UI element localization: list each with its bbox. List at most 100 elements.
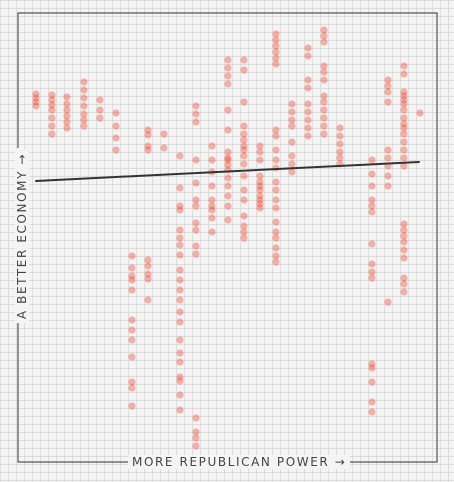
data-point bbox=[368, 182, 376, 190]
data-point bbox=[240, 160, 248, 168]
data-point bbox=[176, 202, 184, 210]
data-point bbox=[128, 378, 136, 386]
y-axis-label: A BETTER ECONOMY → bbox=[15, 148, 29, 324]
data-point bbox=[256, 142, 264, 150]
data-point bbox=[400, 124, 408, 132]
data-point bbox=[176, 184, 184, 192]
data-point bbox=[176, 373, 184, 381]
data-point bbox=[288, 168, 296, 176]
data-points bbox=[32, 26, 424, 450]
data-point bbox=[304, 44, 312, 52]
data-point bbox=[224, 154, 232, 162]
data-point bbox=[208, 142, 216, 150]
data-point bbox=[240, 146, 248, 154]
data-point bbox=[48, 91, 56, 99]
data-point bbox=[400, 238, 408, 246]
data-point bbox=[400, 274, 408, 282]
data-point bbox=[400, 130, 408, 138]
data-point bbox=[400, 288, 408, 296]
data-point bbox=[256, 200, 264, 208]
data-point bbox=[320, 92, 328, 100]
data-point bbox=[192, 226, 200, 234]
data-point bbox=[272, 228, 280, 236]
data-point bbox=[96, 114, 104, 122]
data-point bbox=[400, 88, 408, 96]
data-point bbox=[112, 122, 120, 130]
data-point bbox=[192, 196, 200, 204]
data-point bbox=[80, 102, 88, 110]
data-point bbox=[320, 68, 328, 76]
data-point bbox=[224, 80, 232, 88]
data-point bbox=[272, 126, 280, 134]
data-point bbox=[80, 116, 88, 124]
data-point bbox=[192, 442, 200, 450]
data-point bbox=[192, 434, 200, 442]
data-point bbox=[192, 156, 200, 164]
data-point bbox=[224, 202, 232, 210]
data-point bbox=[368, 202, 376, 210]
data-point bbox=[320, 114, 328, 122]
data-point bbox=[176, 358, 184, 366]
data-point bbox=[240, 66, 248, 74]
data-point bbox=[144, 146, 152, 154]
data-point bbox=[256, 204, 264, 212]
data-point bbox=[256, 182, 264, 190]
data-point bbox=[288, 122, 296, 130]
data-point bbox=[400, 62, 408, 70]
data-point bbox=[128, 384, 136, 392]
data-point bbox=[240, 196, 248, 204]
data-point bbox=[400, 92, 408, 100]
data-point bbox=[32, 90, 40, 98]
data-point bbox=[208, 156, 216, 164]
data-point bbox=[384, 298, 392, 306]
chart-frame bbox=[17, 12, 438, 463]
data-point bbox=[224, 216, 232, 224]
data-point bbox=[272, 30, 280, 38]
data-point bbox=[240, 56, 248, 64]
data-point bbox=[176, 406, 184, 414]
data-point bbox=[32, 94, 40, 102]
data-point bbox=[48, 130, 56, 138]
data-point bbox=[144, 275, 152, 283]
data-point bbox=[304, 100, 312, 108]
data-point bbox=[63, 112, 71, 120]
data-point bbox=[208, 214, 216, 222]
data-point bbox=[256, 186, 264, 194]
data-point bbox=[192, 428, 200, 436]
data-point bbox=[256, 196, 264, 204]
data-point bbox=[400, 220, 408, 228]
data-point bbox=[256, 192, 264, 200]
data-point bbox=[176, 296, 184, 304]
data-point bbox=[144, 296, 152, 304]
data-point bbox=[80, 94, 88, 102]
data-point bbox=[80, 78, 88, 86]
data-point bbox=[112, 146, 120, 154]
data-point bbox=[240, 234, 248, 242]
data-point bbox=[272, 146, 280, 154]
data-point bbox=[112, 134, 120, 142]
data-point bbox=[176, 349, 184, 357]
data-point bbox=[240, 98, 248, 106]
data-point bbox=[144, 262, 152, 270]
data-point bbox=[224, 148, 232, 156]
data-point bbox=[288, 152, 296, 160]
data-point bbox=[144, 142, 152, 150]
data-point bbox=[224, 64, 232, 72]
data-point bbox=[368, 268, 376, 276]
data-point bbox=[272, 244, 280, 252]
data-point bbox=[384, 88, 392, 96]
data-point bbox=[208, 206, 216, 214]
data-point bbox=[320, 32, 328, 40]
data-point bbox=[192, 118, 200, 126]
data-point bbox=[400, 96, 408, 104]
data-point bbox=[208, 196, 216, 204]
data-point bbox=[240, 122, 248, 130]
data-point bbox=[368, 408, 376, 416]
data-point bbox=[400, 120, 408, 128]
data-point bbox=[240, 186, 248, 194]
data-point bbox=[304, 132, 312, 140]
data-point bbox=[176, 276, 184, 284]
data-point bbox=[368, 170, 376, 178]
data-point bbox=[336, 124, 344, 132]
